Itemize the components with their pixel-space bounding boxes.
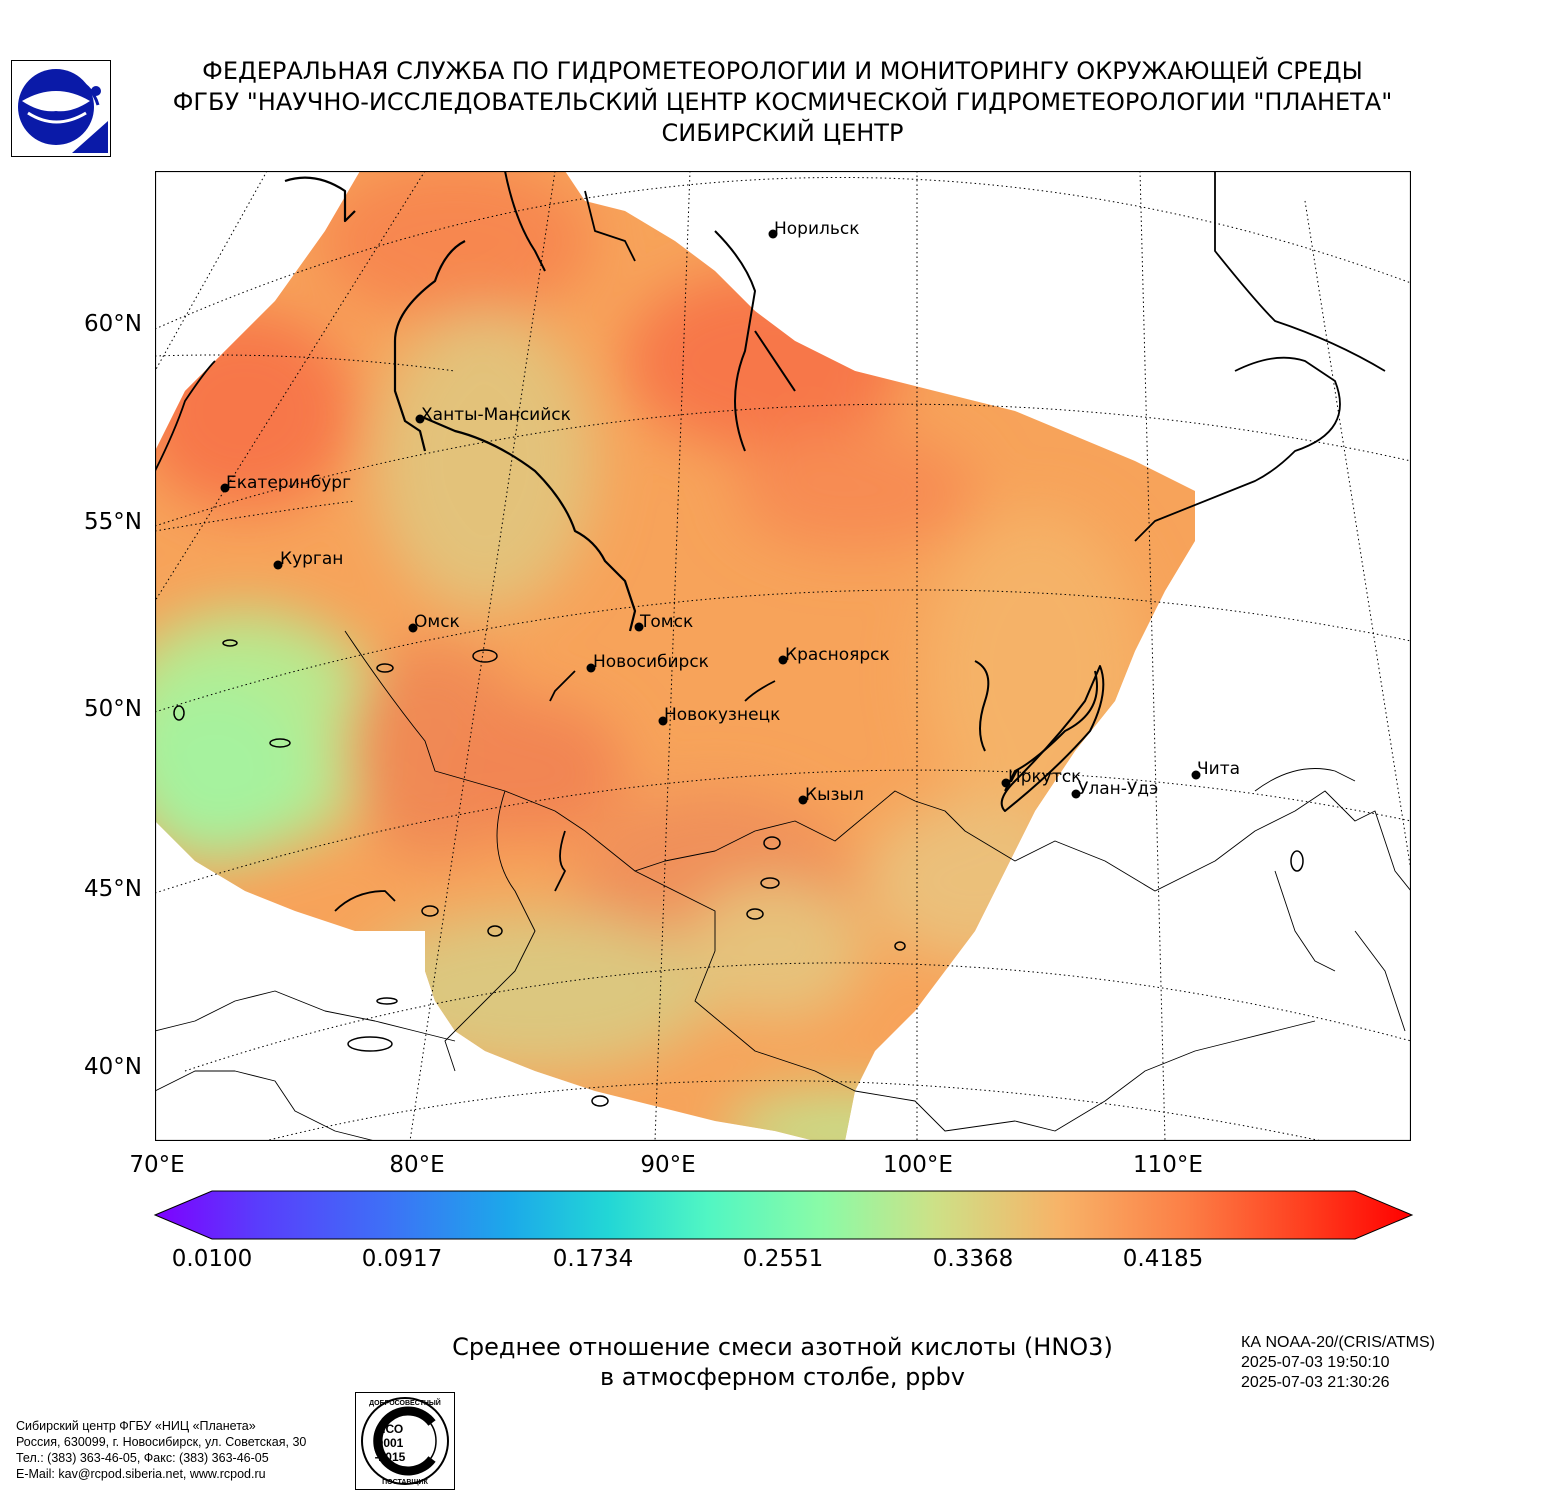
lon-label-110: 110°E [1133,1152,1203,1178]
city-label-novosibirsk: Новосибирск [593,652,709,672]
city-label-omsk: Омск [414,612,460,632]
hno3-map [155,171,1411,1141]
city-markers [220,229,1201,805]
colorbar-tick-3: 0.2551 [742,1246,824,1272]
map-frame [155,171,1411,1141]
city-label-chita: Чита [1197,759,1241,779]
lon-label-90: 90°E [640,1152,696,1178]
lon-label-100: 100°E [883,1152,953,1178]
address-line-2: Россия, 630099, г. Новосибирск, ул. Сове… [16,1435,307,1449]
time-end: 2025-07-03 21:30:26 [1241,1374,1390,1391]
colorbar-tick-0: 0.0100 [171,1246,253,1272]
contact-address: Сибирский центр ФГБУ «НИЦ «Планета» Росс… [16,1418,306,1482]
lat-label-50: 50°N [84,696,142,722]
satellite-name: КА NOAA-20/(CRIS/ATMS) [1241,1334,1435,1351]
colorbar-tick-5: 0.4185 [1122,1246,1204,1272]
agency-header: ФЕДЕРАЛЬНАЯ СЛУЖБА ПО ГИДРОМЕТЕОРОЛОГИИ … [0,56,1550,149]
header-line-2: ФГБУ "НАУЧНО-ИССЛЕДОВАТЕЛЬСКИЙ ЦЕНТР КОС… [172,88,1393,116]
address-line-1: Сибирский центр ФГБУ «НИЦ «Планета» [16,1419,256,1433]
lakes [173,639,1304,1107]
lat-label-55: 55°N [84,509,142,535]
satellite-info: КА NOAA-20/(CRIS/ATMS) 2025-07-03 19:50:… [1241,1333,1435,1393]
lat-label-60: 60°N [84,311,142,337]
city-label-tomsk: Томск [640,612,694,632]
iso-line-2: 9001 [377,1436,404,1450]
iso-top-text: ДОБРОСОВЕСТНЫЙ [369,1398,441,1407]
lat-label-45: 45°N [84,876,142,902]
city-label-ekaterinburg: Екатеринбург [226,473,352,493]
address-line-4: E-Mail: kav@rcpod.siberia.net, www.rcpod… [16,1467,266,1481]
graticule [155,171,1411,1141]
iso-line-3: -2015 [375,1450,406,1464]
colorbar-tick-2: 0.1734 [552,1246,634,1272]
iso-line-1: ИСО [377,1422,403,1436]
planeta-logo [11,60,111,157]
iso-certificate-badge: ДОБРОСОВЕСТНЫЙ ИСО 9001 -2015 ПОСТАВЩИК [355,1392,455,1490]
geography-lines [155,171,1411,1141]
product-title-line-2: в атмосферном столбе, ppbv [599,1363,965,1391]
city-label-irkutsk: Иркутск [1008,767,1082,787]
city-label-khanty-mansiysk: Ханты-Мансийск [421,405,571,425]
header-line-1: ФЕДЕРАЛЬНАЯ СЛУЖБА ПО ГИДРОМЕТЕОРОЛОГИИ … [202,57,1363,85]
product-title: Среднее отношение смеси азотной кислоты … [420,1332,1145,1392]
lon-label-70: 70°E [129,1152,185,1178]
colorbar [150,1185,1416,1245]
lon-label-80: 80°E [389,1152,445,1178]
city-label-norilsk: Норильск [774,219,860,239]
city-label-krasnoyarsk: Красноярск [785,645,890,665]
iso-bottom-text: ПОСТАВЩИК [382,1479,428,1486]
lat-label-40: 40°N [84,1054,142,1080]
time-start: 2025-07-03 19:50:10 [1241,1354,1390,1371]
header-line-3: СИБИРСКИЙ ЦЕНТР [661,119,904,147]
city-label-ulan-ude: Улан-Удэ [1078,779,1159,799]
product-title-line-1: Среднее отношение смеси азотной кислоты … [452,1333,1113,1361]
city-label-novokuznetsk: Новокузнецк [664,705,781,725]
colorbar-tick-1: 0.0917 [361,1246,443,1272]
colorbar-tick-4: 0.3368 [932,1246,1014,1272]
city-label-kurgan: Курган [280,549,344,569]
address-line-3: Тел.: (383) 363-46-05, Факс: (383) 363-4… [16,1451,269,1465]
city-label-kyzyl: Кызыл [805,785,864,805]
